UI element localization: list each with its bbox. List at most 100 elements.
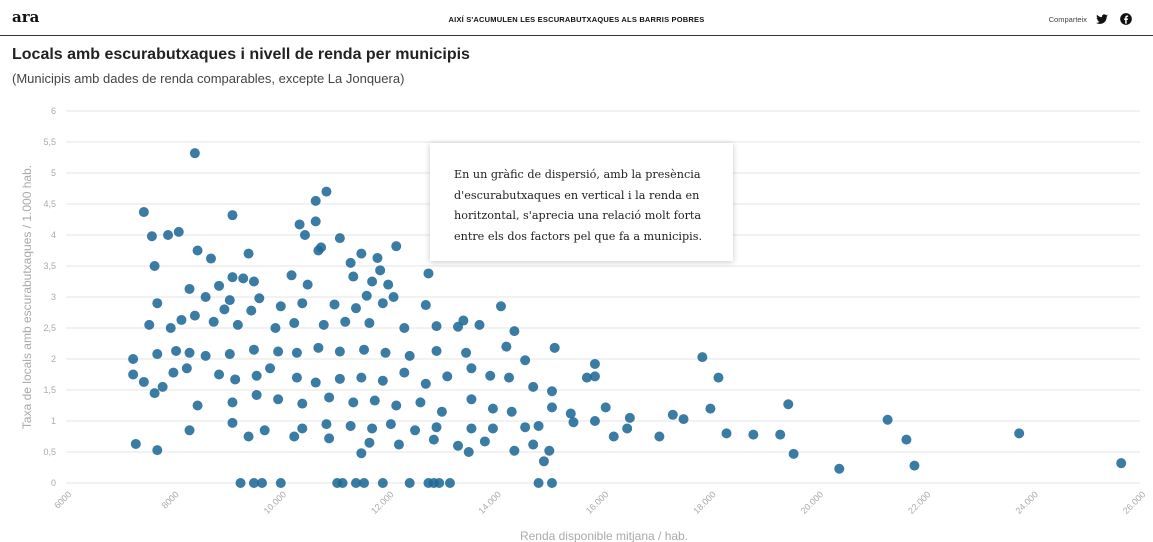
data-point[interactable] xyxy=(310,377,321,388)
data-point[interactable] xyxy=(128,369,139,380)
data-point[interactable] xyxy=(882,414,893,425)
data-point[interactable] xyxy=(520,355,531,366)
data-point[interactable] xyxy=(431,321,442,332)
data-point[interactable] xyxy=(289,318,300,329)
data-point[interactable] xyxy=(152,445,163,456)
data-point[interactable] xyxy=(294,219,305,230)
site-logo[interactable]: ara xyxy=(12,8,40,26)
data-point[interactable] xyxy=(273,346,284,357)
data-point[interactable] xyxy=(434,478,445,488)
data-point[interactable] xyxy=(538,456,549,467)
data-point[interactable] xyxy=(227,417,238,428)
data-point[interactable] xyxy=(466,394,477,405)
data-point[interactable] xyxy=(235,478,246,488)
data-point[interactable] xyxy=(721,428,732,439)
data-point[interactable] xyxy=(404,478,415,488)
data-point[interactable] xyxy=(324,392,335,403)
data-point[interactable] xyxy=(232,319,243,330)
data-point[interactable] xyxy=(533,420,544,431)
data-point[interactable] xyxy=(359,478,370,488)
data-point[interactable] xyxy=(205,253,216,264)
data-point[interactable] xyxy=(546,478,557,488)
data-point[interactable] xyxy=(248,344,259,355)
data-point[interactable] xyxy=(356,372,367,383)
data-point[interactable] xyxy=(788,448,799,459)
data-point[interactable] xyxy=(265,363,276,374)
data-point[interactable] xyxy=(313,245,324,256)
data-point[interactable] xyxy=(189,310,200,321)
data-point[interactable] xyxy=(227,210,238,221)
data-point[interactable] xyxy=(144,319,155,330)
data-point[interactable] xyxy=(168,367,179,378)
data-point[interactable] xyxy=(1116,458,1127,469)
data-point[interactable] xyxy=(243,248,254,259)
data-point[interactable] xyxy=(128,354,139,364)
data-point[interactable] xyxy=(533,478,544,488)
data-point[interactable] xyxy=(340,316,351,327)
data-point[interactable] xyxy=(337,478,348,488)
data-point[interactable] xyxy=(259,425,270,436)
data-point[interactable] xyxy=(248,276,259,287)
data-point[interactable] xyxy=(230,374,241,385)
data-point[interactable] xyxy=(375,265,386,276)
data-point[interactable] xyxy=(431,345,442,356)
data-point[interactable] xyxy=(589,416,600,426)
data-point[interactable] xyxy=(428,434,439,445)
data-point[interactable] xyxy=(466,423,477,434)
data-point[interactable] xyxy=(243,431,254,442)
data-point[interactable] xyxy=(184,283,195,294)
data-point[interactable] xyxy=(697,352,708,363)
data-point[interactable] xyxy=(654,431,665,442)
data-point[interactable] xyxy=(289,431,300,442)
data-point[interactable] xyxy=(165,323,176,333)
data-point[interactable] xyxy=(238,273,249,284)
data-point[interactable] xyxy=(901,434,912,445)
data-point[interactable] xyxy=(350,478,361,488)
data-point[interactable] xyxy=(474,319,485,330)
data-point[interactable] xyxy=(783,399,794,410)
data-point[interactable] xyxy=(608,431,619,442)
data-point[interactable] xyxy=(361,290,372,301)
data-point[interactable] xyxy=(549,342,560,353)
data-point[interactable] xyxy=(345,257,356,268)
data-point[interactable] xyxy=(509,445,520,456)
data-point[interactable] xyxy=(388,292,399,302)
data-point[interactable] xyxy=(487,423,498,434)
data-point[interactable] xyxy=(528,439,539,450)
data-point[interactable] xyxy=(393,439,404,450)
data-point[interactable] xyxy=(501,341,512,352)
data-point[interactable] xyxy=(345,420,356,431)
data-point[interactable] xyxy=(152,298,163,309)
data-point[interactable] xyxy=(391,241,402,252)
data-point[interactable] xyxy=(297,298,308,309)
data-point[interactable] xyxy=(348,397,359,408)
data-point[interactable] xyxy=(270,323,281,333)
data-point[interactable] xyxy=(310,216,321,227)
data-point[interactable] xyxy=(219,304,230,315)
data-point[interactable] xyxy=(257,478,268,488)
data-point[interactable] xyxy=(176,314,187,325)
data-point[interactable] xyxy=(356,448,367,459)
data-point[interactable] xyxy=(324,433,335,444)
data-point[interactable] xyxy=(313,342,324,353)
data-point[interactable] xyxy=(334,373,345,384)
data-point[interactable] xyxy=(775,429,786,440)
data-point[interactable] xyxy=(273,394,284,405)
data-point[interactable] xyxy=(138,207,149,218)
data-point[interactable] xyxy=(600,402,611,413)
data-point[interactable] xyxy=(444,478,455,488)
data-point[interactable] xyxy=(189,148,200,159)
data-point[interactable] xyxy=(297,423,308,434)
data-point[interactable] xyxy=(171,345,182,356)
data-point[interactable] xyxy=(334,346,345,357)
data-point[interactable] xyxy=(453,440,464,451)
data-point[interactable] xyxy=(504,372,515,383)
data-point[interactable] xyxy=(589,371,600,382)
data-point[interactable] xyxy=(364,437,375,448)
data-point[interactable] xyxy=(568,417,579,428)
data-point[interactable] xyxy=(291,347,302,358)
data-point[interactable] xyxy=(678,414,689,425)
data-point[interactable] xyxy=(420,300,431,311)
data-point[interactable] xyxy=(214,369,225,380)
data-point[interactable] xyxy=(466,363,477,374)
